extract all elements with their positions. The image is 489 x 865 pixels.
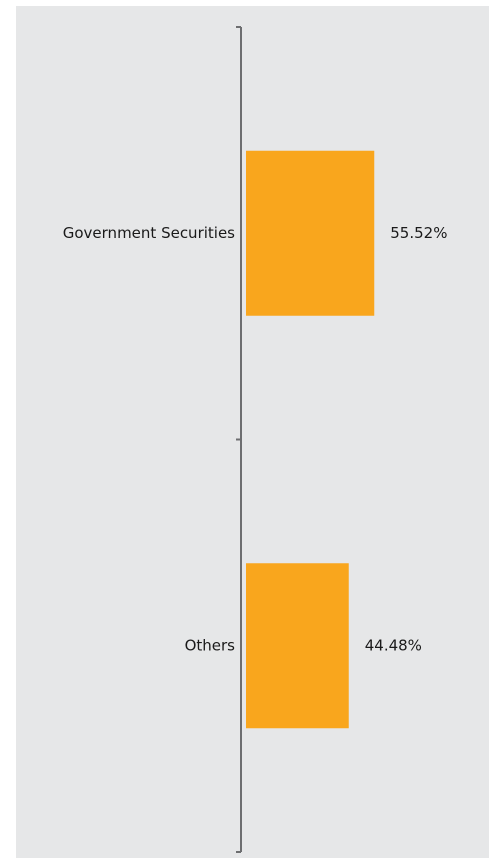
labels: Government Securities 55.52% Others 44.48% bbox=[63, 224, 448, 655]
data-label: 44.48% bbox=[365, 636, 422, 654]
category-label: Government Securities bbox=[63, 224, 235, 242]
bar bbox=[246, 563, 349, 729]
bars bbox=[246, 150, 375, 729]
category-label: Others bbox=[185, 636, 236, 654]
bar bbox=[246, 150, 375, 316]
y-axis bbox=[236, 26, 242, 853]
data-label: 55.52% bbox=[390, 224, 447, 242]
